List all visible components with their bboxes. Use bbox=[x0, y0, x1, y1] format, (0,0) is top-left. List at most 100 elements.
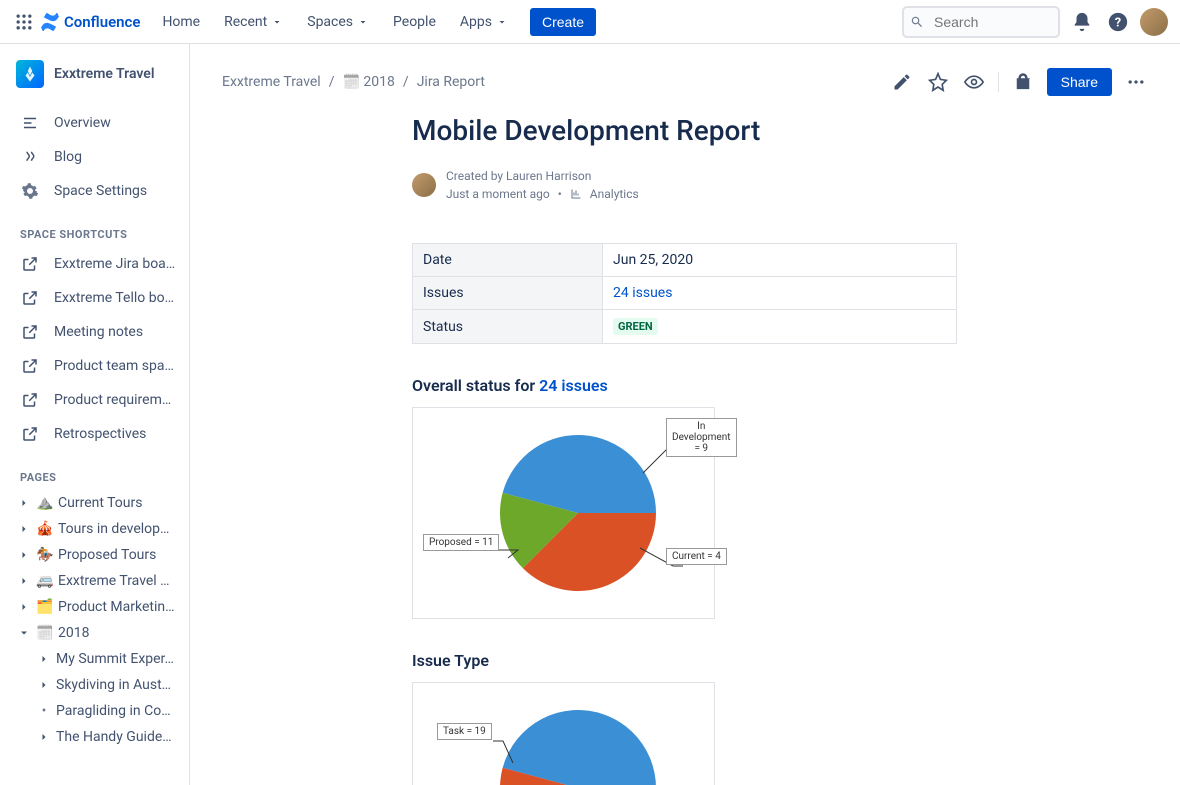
expand-icon[interactable] bbox=[16, 521, 32, 537]
table-row: Issues 24 issues bbox=[413, 277, 957, 310]
page-tree-item[interactable]: 🏇Proposed Tours bbox=[16, 542, 181, 568]
page-tree-child[interactable]: •Paragliding in Co… bbox=[36, 698, 181, 724]
nav-people[interactable]: People bbox=[383, 10, 446, 34]
status-chart-heading: Overall status for 24 issues bbox=[412, 376, 1108, 395]
shortcut-item[interactable]: Product requiremen… bbox=[16, 383, 181, 417]
shortcut-label: Exxtreme Tello board bbox=[54, 290, 177, 306]
expand-icon[interactable] bbox=[16, 547, 32, 563]
page-label: Skydiving in Aust… bbox=[56, 677, 171, 693]
more-actions-icon[interactable] bbox=[1124, 70, 1148, 94]
page-emoji: 🗓️ bbox=[36, 625, 54, 641]
cell-value: GREEN bbox=[603, 310, 957, 344]
user-avatar[interactable] bbox=[1140, 8, 1168, 36]
breadcrumbs: Exxtreme Travel / 🗓️ 2018 / Jira Report bbox=[222, 74, 485, 90]
shortcut-item[interactable]: Exxtreme Tello board bbox=[16, 281, 181, 315]
nav-spaces[interactable]: Spaces bbox=[297, 10, 379, 34]
page-tree-item[interactable]: ⛰️Current Tours bbox=[16, 490, 181, 516]
type-chart-heading: Issue Type bbox=[412, 651, 1108, 670]
page-tree-item-expanded[interactable]: 🗓️2018 bbox=[16, 620, 181, 646]
shortcut-label: Product team space bbox=[54, 358, 177, 374]
info-table: DateJun 25, 2020 Issues24 issues StatusG… bbox=[412, 243, 957, 344]
page-tree-item[interactable]: 🚐Exxtreme Travel … bbox=[16, 568, 181, 594]
gear-icon bbox=[20, 181, 40, 201]
sidebar-item-label: Blog bbox=[54, 149, 82, 165]
nav-home[interactable]: Home bbox=[152, 10, 210, 34]
page-tree-child[interactable]: Skydiving in Aust… bbox=[36, 672, 181, 698]
sidebar-settings[interactable]: Space Settings bbox=[16, 174, 181, 208]
sidebar-overview[interactable]: Overview bbox=[16, 106, 181, 140]
page-label: 2018 bbox=[58, 625, 89, 641]
page-actions: Share bbox=[890, 68, 1148, 96]
issues-link[interactable]: 24 issues bbox=[539, 376, 608, 395]
page-label: Proposed Tours bbox=[58, 547, 156, 563]
breadcrumb-parent[interactable]: 🗓️ 2018 bbox=[343, 74, 395, 90]
search-input[interactable] bbox=[902, 6, 1060, 38]
shortcut-item[interactable]: Meeting notes bbox=[16, 315, 181, 349]
chart-label: InDevelopment= 9 bbox=[666, 418, 737, 457]
create-button[interactable]: Create bbox=[530, 8, 596, 36]
watch-icon[interactable] bbox=[962, 70, 986, 94]
product-name: Confluence bbox=[64, 13, 140, 31]
external-link-icon bbox=[20, 390, 40, 410]
collapse-icon[interactable] bbox=[16, 625, 32, 641]
sidebar: Exxtreme Travel Overview Blog Space Sett… bbox=[0, 44, 190, 785]
pages-heading: PAGES bbox=[16, 471, 181, 484]
breadcrumb-separator: / bbox=[403, 74, 409, 90]
star-icon[interactable] bbox=[926, 70, 950, 94]
chevron-down-icon bbox=[271, 16, 283, 28]
restrictions-icon[interactable] bbox=[1011, 70, 1035, 94]
page-emoji: 🗂️ bbox=[36, 599, 54, 615]
expand-icon[interactable] bbox=[36, 651, 52, 667]
shortcut-item[interactable]: Retrospectives bbox=[16, 417, 181, 451]
shortcut-label: Exxtreme Jira board bbox=[54, 256, 177, 272]
expand-icon[interactable] bbox=[16, 599, 32, 615]
page-label: The Handy Guide… bbox=[56, 729, 172, 745]
main-content: Exxtreme Travel / 🗓️ 2018 / Jira Report … bbox=[190, 44, 1180, 785]
author-avatar[interactable] bbox=[412, 173, 436, 197]
expand-icon[interactable] bbox=[36, 677, 52, 693]
page-tree-item[interactable]: 🎪Tours in develop… bbox=[16, 516, 181, 542]
share-button[interactable]: Share bbox=[1047, 68, 1112, 96]
page-tree-item[interactable]: 🗂️Product Marketin… bbox=[16, 594, 181, 620]
page-label: Current Tours bbox=[58, 495, 142, 511]
cell-label: Date bbox=[413, 244, 603, 277]
sidebar-blog[interactable]: Blog bbox=[16, 140, 181, 174]
expand-icon[interactable] bbox=[36, 729, 52, 745]
action-divider bbox=[998, 72, 999, 92]
help-icon[interactable]: ? bbox=[1104, 8, 1132, 36]
shortcut-item[interactable]: Exxtreme Jira board bbox=[16, 247, 181, 281]
nav-recent[interactable]: Recent bbox=[214, 10, 293, 34]
expand-icon[interactable] bbox=[16, 495, 32, 511]
table-row: Status GREEN bbox=[413, 310, 957, 344]
cell-label: Issues bbox=[413, 277, 603, 310]
breadcrumb-current[interactable]: Jira Report bbox=[417, 74, 485, 90]
status-lozenge: GREEN bbox=[613, 318, 658, 335]
page-emoji: 🎪 bbox=[36, 521, 54, 537]
type-pie-chart: Task = 19 bbox=[412, 682, 715, 785]
page-tree-child[interactable]: The Handy Guide… bbox=[36, 724, 181, 750]
analytics-link[interactable]: Analytics bbox=[590, 185, 639, 203]
chart-label: Proposed = 11 bbox=[423, 534, 499, 551]
expand-icon[interactable] bbox=[16, 573, 32, 589]
sidebar-item-label: Space Settings bbox=[54, 183, 147, 199]
confluence-logo[interactable]: Confluence bbox=[40, 12, 140, 32]
page-label: My Summit Exper… bbox=[56, 651, 174, 667]
chevron-down-icon bbox=[496, 16, 508, 28]
byline: Created by Lauren Harrison Just a moment… bbox=[412, 167, 1108, 203]
space-header[interactable]: Exxtreme Travel bbox=[16, 60, 181, 88]
author-link[interactable]: Lauren Harrison bbox=[506, 169, 591, 183]
shortcut-item[interactable]: Product team space bbox=[16, 349, 181, 383]
notifications-icon[interactable] bbox=[1068, 8, 1096, 36]
status-pie-chart: Proposed = 11InDevelopment= 9Current = 4 bbox=[412, 407, 715, 619]
issues-link[interactable]: 24 issues bbox=[613, 285, 672, 301]
app-switcher-icon[interactable] bbox=[12, 10, 36, 34]
shortcut-label: Retrospectives bbox=[54, 426, 146, 442]
external-link-icon bbox=[20, 356, 40, 376]
nav-apps[interactable]: Apps bbox=[450, 10, 518, 34]
cell-label: Status bbox=[413, 310, 603, 344]
edit-icon[interactable] bbox=[890, 70, 914, 94]
page-content: Mobile Development Report Created by Lau… bbox=[380, 114, 1140, 785]
svg-text:?: ? bbox=[1115, 15, 1121, 30]
breadcrumb-space[interactable]: Exxtreme Travel bbox=[222, 74, 321, 90]
page-tree-child[interactable]: My Summit Exper… bbox=[36, 646, 181, 672]
